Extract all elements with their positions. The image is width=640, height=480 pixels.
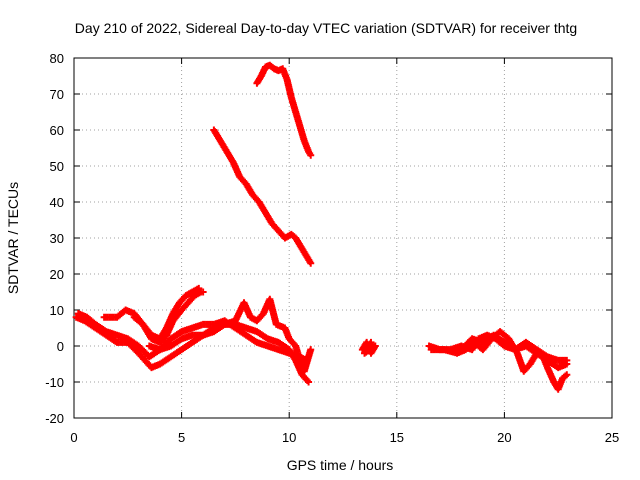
series-track-high	[253, 61, 315, 159]
y-tick-label: 0	[57, 339, 64, 354]
y-tick-label: 40	[50, 195, 64, 210]
data-point	[563, 360, 571, 368]
x-tick-label: 10	[282, 430, 296, 445]
y-tick-label: 70	[50, 87, 64, 102]
y-tick-label: 10	[50, 303, 64, 318]
x-tick-label: 0	[70, 430, 77, 445]
series-track-d	[130, 284, 203, 343]
data-point	[307, 259, 315, 267]
y-tick-label: 80	[50, 51, 64, 66]
data-points	[72, 61, 571, 393]
series-track-i	[457, 331, 571, 372]
data-point	[195, 284, 203, 292]
x-tick-label: 20	[497, 430, 511, 445]
y-tick-label: 50	[50, 159, 64, 174]
data-point	[367, 338, 375, 346]
x-axis-label: GPS time / hours	[287, 457, 394, 473]
y-tick-label: 20	[50, 267, 64, 282]
y-tick-label: -10	[45, 375, 64, 390]
x-tick-label: 5	[178, 430, 185, 445]
x-tick-label: 25	[605, 430, 619, 445]
data-point	[199, 288, 207, 296]
axis-ticks: 0 5 10 15 20 25 -20 -10 0 10 20 30 40 50 60 70 80	[45, 51, 619, 445]
x-tick-label: 15	[390, 430, 404, 445]
data-point	[307, 346, 315, 354]
data-point	[305, 378, 313, 386]
series-track-mid	[210, 126, 315, 267]
data-point	[307, 151, 315, 159]
chart-title: Day 210 of 2022, Sidereal Day-to-day VTE…	[75, 20, 577, 36]
series-track-e	[145, 295, 315, 375]
y-axis-label: SDTVAR / TECUs	[5, 182, 21, 294]
series-track-f	[358, 338, 379, 357]
data-point	[563, 371, 571, 379]
y-tick-label: 60	[50, 123, 64, 138]
y-tick-label: -20	[45, 411, 64, 426]
y-tick-label: 30	[50, 231, 64, 246]
